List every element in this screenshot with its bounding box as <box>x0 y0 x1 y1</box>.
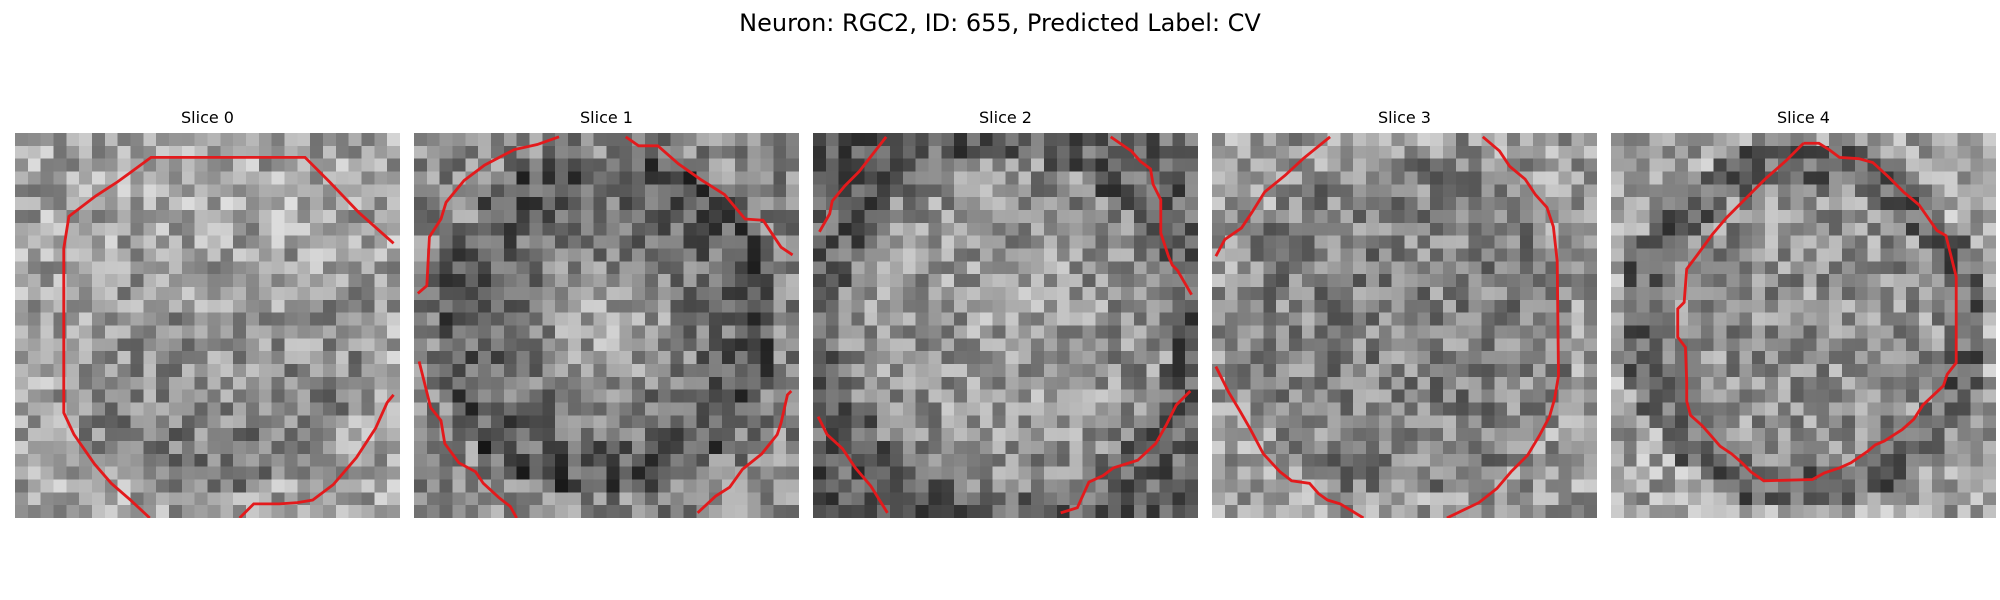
slice-panel-0: Slice 0 <box>15 108 400 518</box>
cell-contour <box>696 389 793 514</box>
slice-title: Slice 0 <box>181 108 234 127</box>
slice-title: Slice 3 <box>1378 108 1431 127</box>
slice-panel-3: Slice 3 <box>1212 108 1597 518</box>
slice-title: Slice 1 <box>580 108 633 127</box>
slice-title: Slice 2 <box>979 108 1032 127</box>
figure-title: Neuron: RGC2, ID: 655, Predicted Label: … <box>739 9 1261 37</box>
cell-contour <box>1214 135 1331 257</box>
cell-contour <box>1214 365 1365 518</box>
slice-image <box>15 133 400 518</box>
cell-contour <box>1060 389 1192 515</box>
slice-image <box>813 133 1198 518</box>
slice-image <box>414 133 799 518</box>
slice-panel-4: Slice 4 <box>1611 108 1996 518</box>
cell-contour <box>417 361 518 518</box>
cell-contour <box>416 135 560 295</box>
slice-image <box>1212 133 1597 518</box>
cell-contour <box>1676 141 1958 483</box>
cell-contour <box>1109 135 1193 296</box>
slice-panel-2: Slice 2 <box>813 108 1198 518</box>
cell-contour <box>816 415 889 514</box>
cell-contour <box>818 135 888 233</box>
cell-contour <box>624 135 794 257</box>
cell-contour <box>1446 135 1560 518</box>
slice-image <box>1611 133 1996 518</box>
slice-panel-1: Slice 1 <box>414 108 799 518</box>
cell-contour <box>62 155 395 518</box>
cell-contour <box>238 393 395 518</box>
slice-title: Slice 4 <box>1777 108 1830 127</box>
